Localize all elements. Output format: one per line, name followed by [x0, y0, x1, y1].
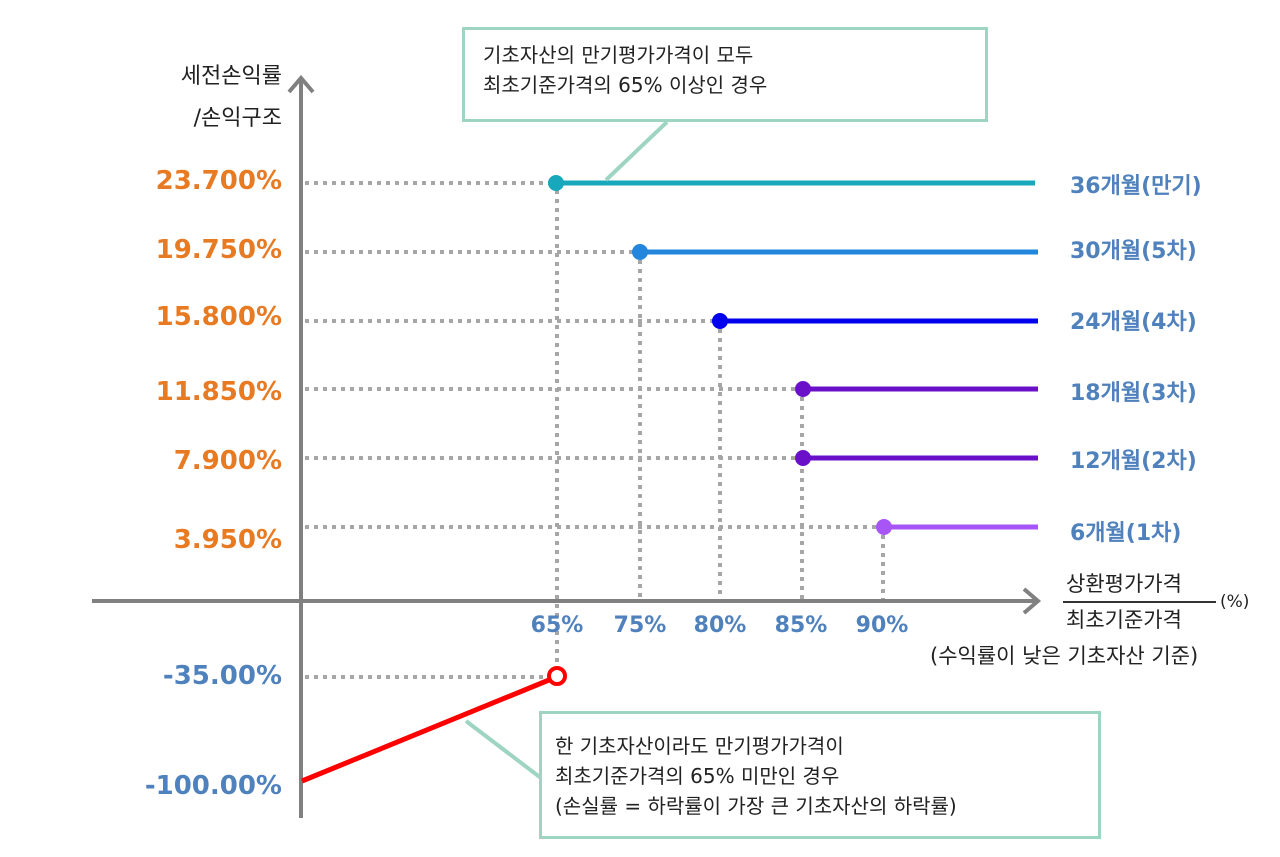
x-axis-unit: (%) [1220, 592, 1250, 612]
top-callout: 기초자산의 만기평가가격이 모두 최초기준가격의 65% 이상인 경우 [462, 27, 988, 122]
y-label-11-850: 11.850% [155, 377, 282, 407]
y-label-23-700: 23.700% [155, 166, 282, 196]
axes [92, 74, 1042, 818]
x-axis-denominator: 최초기준가격 [1066, 608, 1182, 632]
top-callout-line1: 기초자산의 만기평가가격이 모두 [483, 43, 754, 67]
series-label-18m: 18개월(3차) [1070, 381, 1197, 406]
loss-line [301, 677, 550, 784]
y-label-3-950: 3.950% [173, 525, 282, 555]
series-label-24m: 24개월(4차) [1070, 310, 1197, 335]
top-callout-pointer [604, 120, 669, 182]
y-label-15-800: 15.800% [155, 302, 282, 332]
y-axis-title-line1: 세전손익률 [180, 64, 282, 89]
y-label-19-750: 19.750% [155, 235, 282, 265]
series-label-12m: 12개월(2차) [1070, 449, 1197, 474]
x-axis-arrow-icon [1022, 587, 1042, 615]
x-tick-90: 90% [855, 613, 909, 638]
top-callout-line2: 최초기준가격의 65% 이상인 경우 [483, 73, 768, 97]
series-label-30m: 30개월(5차) [1070, 239, 1197, 264]
guide-lines [305, 181, 885, 679]
y-axis-title-line2: /손익구조 [193, 106, 282, 131]
x-axis-note: (수익률이 낮은 기초자산 기준) [930, 644, 1199, 668]
series-label-36m: 36개월(만기) [1070, 174, 1202, 199]
bottom-callout-line3: (손실률 = 하락률이 가장 큰 기초자산의 하락률) [555, 794, 957, 818]
x-tick-65: 65% [530, 613, 584, 638]
y-label-7-900: 7.900% [173, 446, 282, 476]
bottom-callout-line1: 한 기초자산이라도 만기평가가격이 [555, 734, 844, 758]
bottom-callout-pointer [464, 719, 543, 780]
y-axis-arrow-icon [287, 74, 315, 94]
loss-open-marker [547, 666, 567, 686]
x-axis-numerator: 상환평가가격 [1066, 572, 1182, 596]
series-label-6m: 6개월(1차) [1070, 521, 1182, 546]
series-markers [548, 175, 892, 535]
x-tick-75: 75% [613, 613, 667, 638]
bottom-callout: 한 기초자산이라도 만기평가가격이 최초기준가격의 65% 미만인 경우 (손실… [539, 711, 1101, 839]
x-tick-80: 80% [693, 613, 747, 638]
bottom-callout-line2: 최초기준가격의 65% 미만인 경우 [555, 764, 840, 788]
y-label-minus-35: -35.00% [162, 661, 282, 691]
x-tick-85: 85% [774, 613, 828, 638]
series-lines [557, 180, 1038, 530]
y-label-minus-100: -100.00% [144, 771, 282, 801]
